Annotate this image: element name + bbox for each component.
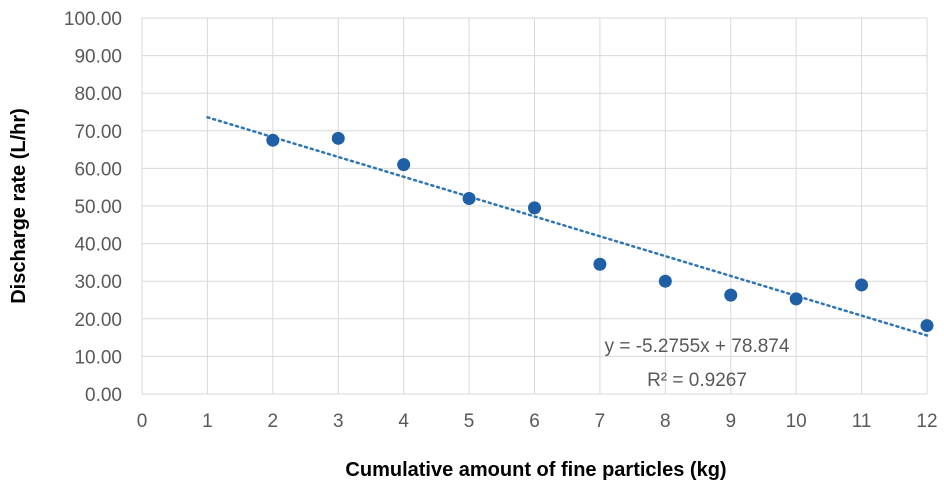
y-tick-label: 0.00 [85, 385, 122, 406]
y-tick-label: 10.00 [74, 347, 122, 368]
x-tick-label: 1 [202, 411, 213, 432]
x-tick-label: 6 [529, 411, 540, 432]
data-point [855, 278, 869, 292]
x-tick-label: 7 [595, 411, 606, 432]
data-points [266, 131, 934, 333]
y-tick-label: 90.00 [74, 47, 122, 68]
trendline [206, 116, 929, 337]
y-tick-label: 30.00 [74, 272, 122, 293]
y-tick-label: 60.00 [74, 159, 122, 180]
x-tick-label: 8 [660, 411, 671, 432]
data-point [331, 131, 345, 145]
y-tick-label: 100.00 [64, 9, 122, 30]
y-axis-title: Discharge rate (L/hr) [8, 108, 30, 304]
trendline-r-squared: R² = 0.9267 [647, 370, 747, 391]
x-tick-label: 10 [786, 411, 807, 432]
data-point [724, 288, 738, 302]
data-point [266, 133, 280, 147]
y-tick-label: 40.00 [74, 235, 122, 256]
data-point [593, 257, 607, 271]
y-tick-label: 50.00 [74, 197, 122, 218]
x-tick-label: 12 [916, 411, 937, 432]
x-tick-label: 0 [137, 411, 148, 432]
data-point [789, 292, 803, 306]
y-tick-label: 70.00 [74, 122, 122, 143]
trendline-equation: y = -5.2755x + 78.874 [605, 336, 790, 357]
x-tick-label: 2 [268, 411, 279, 432]
y-tick-label: 80.00 [74, 84, 122, 105]
x-axis-title: Cumulative amount of fine particles (kg) [345, 459, 726, 481]
data-point [658, 274, 672, 288]
x-tick-label: 3 [333, 411, 344, 432]
y-tick-label: 20.00 [74, 310, 122, 331]
x-tick-label: 9 [725, 411, 736, 432]
y-tick-labels: 0.00 10.00 20.00 30.00 40.00 50.00 60.00 70.00 8… [64, 9, 122, 406]
trendline-layer [206, 116, 929, 337]
x-tick-labels: 0 1 2 3 4 5 6 7 8 9 10 11 12 [137, 411, 938, 432]
x-tick-label: 5 [464, 411, 475, 432]
data-point [920, 319, 934, 333]
data-point [397, 158, 411, 172]
data-point [462, 191, 476, 205]
data-point [528, 201, 541, 215]
x-tick-label: 11 [852, 411, 872, 432]
x-tick-label: 4 [398, 411, 409, 432]
